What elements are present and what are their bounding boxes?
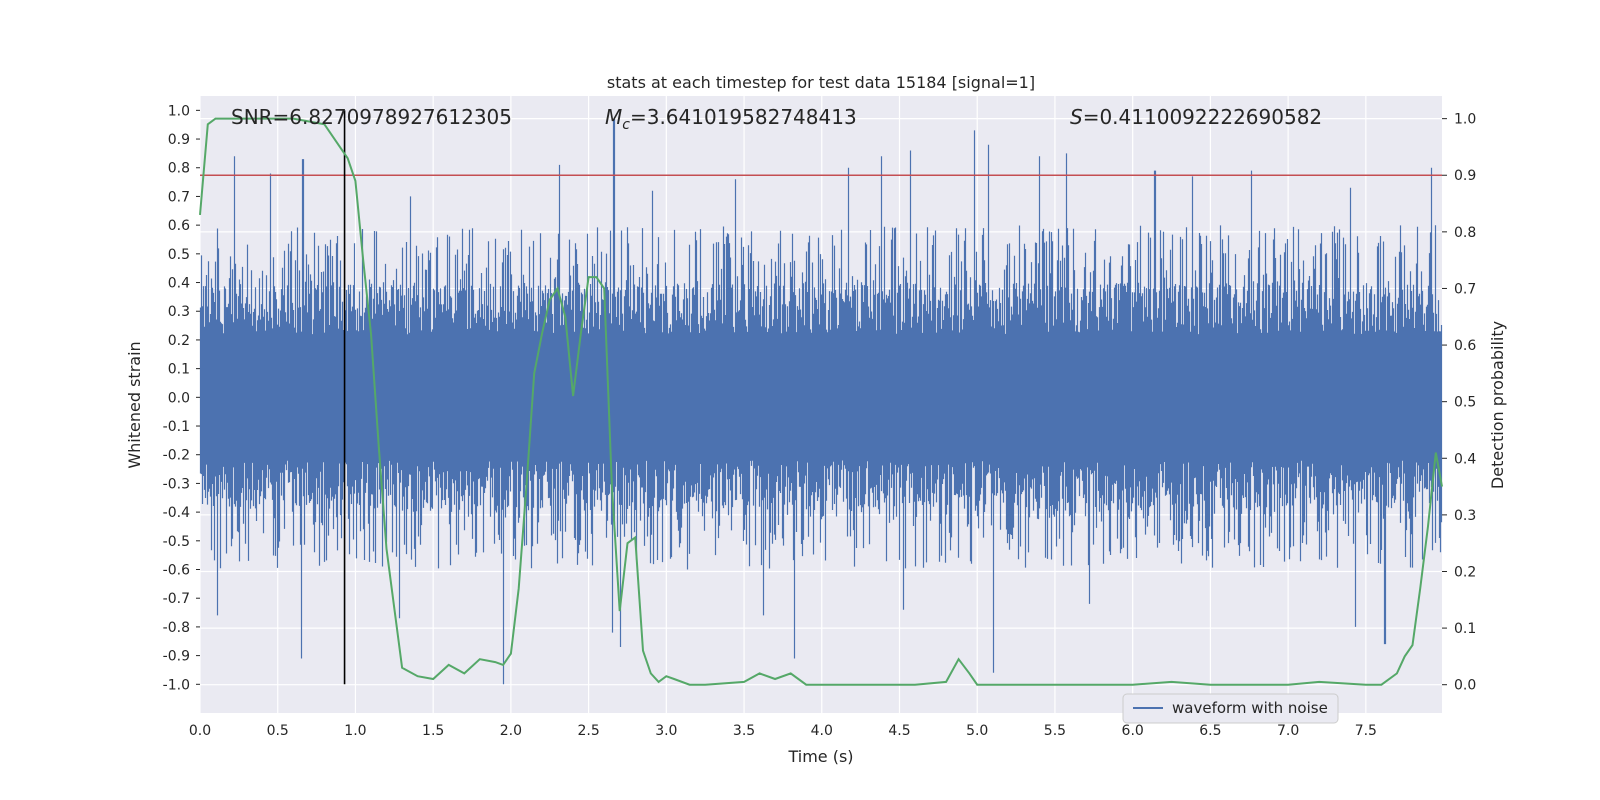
left-y-tick-label: 0.9 — [168, 132, 190, 148]
left-y-tick-label: 0.2 — [168, 333, 190, 349]
right-y-tick-label: 0.7 — [1454, 281, 1476, 297]
chirp-mass-symbol: M — [605, 105, 622, 129]
y-axis-label-right: Detection probability — [1488, 321, 1507, 489]
left-y-tick-label: 0.0 — [168, 390, 190, 406]
x-tick-label: 5.5 — [1044, 723, 1066, 739]
x-tick-label: 2.5 — [577, 723, 599, 739]
waveform-line — [199, 119, 1443, 685]
chart-title: stats at each timestep for test data 151… — [607, 73, 1035, 92]
legend-label-waveform: waveform with noise — [1172, 699, 1328, 717]
x-tick-label: 3.5 — [733, 723, 755, 739]
x-tick-label: 6.5 — [1199, 723, 1221, 739]
right-y-tick-label: 0.2 — [1454, 564, 1476, 580]
x-tick-label: 2.0 — [500, 723, 522, 739]
right-y-tick-label: 0.4 — [1454, 451, 1476, 467]
left-y-tick-label: 0.7 — [168, 189, 190, 205]
right-y-tick-label: 1.0 — [1454, 112, 1476, 128]
right-y-tick-label: 0.1 — [1454, 621, 1476, 637]
left-y-tick-label: -0.6 — [163, 563, 190, 579]
left-y-tick-label: -0.4 — [163, 505, 190, 521]
left-y-tick-label: -0.5 — [163, 534, 190, 550]
left-y-tick-label: -0.7 — [163, 591, 190, 607]
y-axis-label-left: Whitened strain — [125, 341, 144, 468]
left-y-tick-label: 1.0 — [168, 103, 190, 119]
chirp-mass-subscript: c — [622, 117, 630, 133]
right-y-tick-label: 0.3 — [1454, 508, 1476, 524]
chirp-mass-value: =3.641019582748413 — [630, 105, 857, 129]
right-y-tick-label: 0.8 — [1454, 225, 1476, 241]
left-y-tick-label: 0.8 — [168, 161, 190, 177]
left-y-tick-label: -0.9 — [163, 649, 190, 665]
left-y-tick-label: -0.8 — [163, 620, 190, 636]
x-tick-label: 1.0 — [344, 723, 366, 739]
left-y-axis-ticks: 1.0 0.9 0.8 0.7 0.6 0.5 0.4 0.3 0.2 0.1 0.0 -0.1 -0.… — [163, 103, 200, 693]
left-y-tick-label: -0.3 — [163, 476, 190, 492]
x-axis-ticks: 0.0 0.5 1.0 1.5 2.0 2.5 3.0 3.5 4.0 4.5 5.0 5.5 6.0 6… — [189, 723, 1377, 739]
left-y-tick-label: 0.5 — [168, 247, 190, 263]
legend: waveform with noise — [1122, 693, 1339, 724]
x-tick-label: 0.0 — [189, 723, 211, 739]
x-tick-label: 5.0 — [966, 723, 988, 739]
left-y-tick-label: 0.1 — [168, 362, 190, 378]
left-y-tick-label: -1.0 — [163, 677, 190, 693]
left-y-tick-label: -0.1 — [163, 419, 190, 435]
x-tick-label: 0.5 — [267, 723, 289, 739]
s-symbol: S — [1070, 105, 1083, 129]
right-y-tick-label: 0.5 — [1454, 395, 1476, 411]
waveform-series — [199, 119, 1443, 685]
left-y-tick-label: -0.2 — [163, 448, 190, 464]
left-y-tick-label: 0.4 — [168, 276, 190, 292]
x-tick-label: 7.5 — [1355, 723, 1377, 739]
s-value: =0.4110092222690582 — [1083, 105, 1322, 129]
s-annotation: S=0.4110092222690582 — [1070, 105, 1322, 129]
right-y-tick-label: 0.9 — [1454, 168, 1476, 184]
x-tick-label: 3.0 — [655, 723, 677, 739]
x-tick-label: 7.0 — [1277, 723, 1299, 739]
left-y-tick-label: 0.3 — [168, 304, 190, 320]
x-axis-label: Time (s) — [787, 747, 853, 766]
right-y-tick-label: 0.6 — [1454, 338, 1476, 354]
legend-box — [1122, 693, 1339, 724]
right-y-axis-ticks: 1.0 0.9 0.8 0.7 0.6 0.5 0.4 0.3 0.2 0.1 0.0 — [1442, 112, 1476, 694]
x-tick-label: 1.5 — [422, 723, 444, 739]
x-tick-label: 6.0 — [1122, 723, 1144, 739]
detection-probability-line — [199, 117, 1443, 686]
right-y-tick-label: 0.0 — [1454, 678, 1476, 694]
chirp-mass-annotation: Mc=3.641019582748413 — [605, 105, 857, 133]
left-y-tick-label: 0.6 — [168, 218, 190, 234]
x-tick-label: 4.0 — [811, 723, 833, 739]
snr-annotation: SNR=6.8270978927612305 — [231, 105, 512, 129]
x-tick-label: 4.5 — [888, 723, 910, 739]
chart-overlays — [199, 110, 1443, 686]
